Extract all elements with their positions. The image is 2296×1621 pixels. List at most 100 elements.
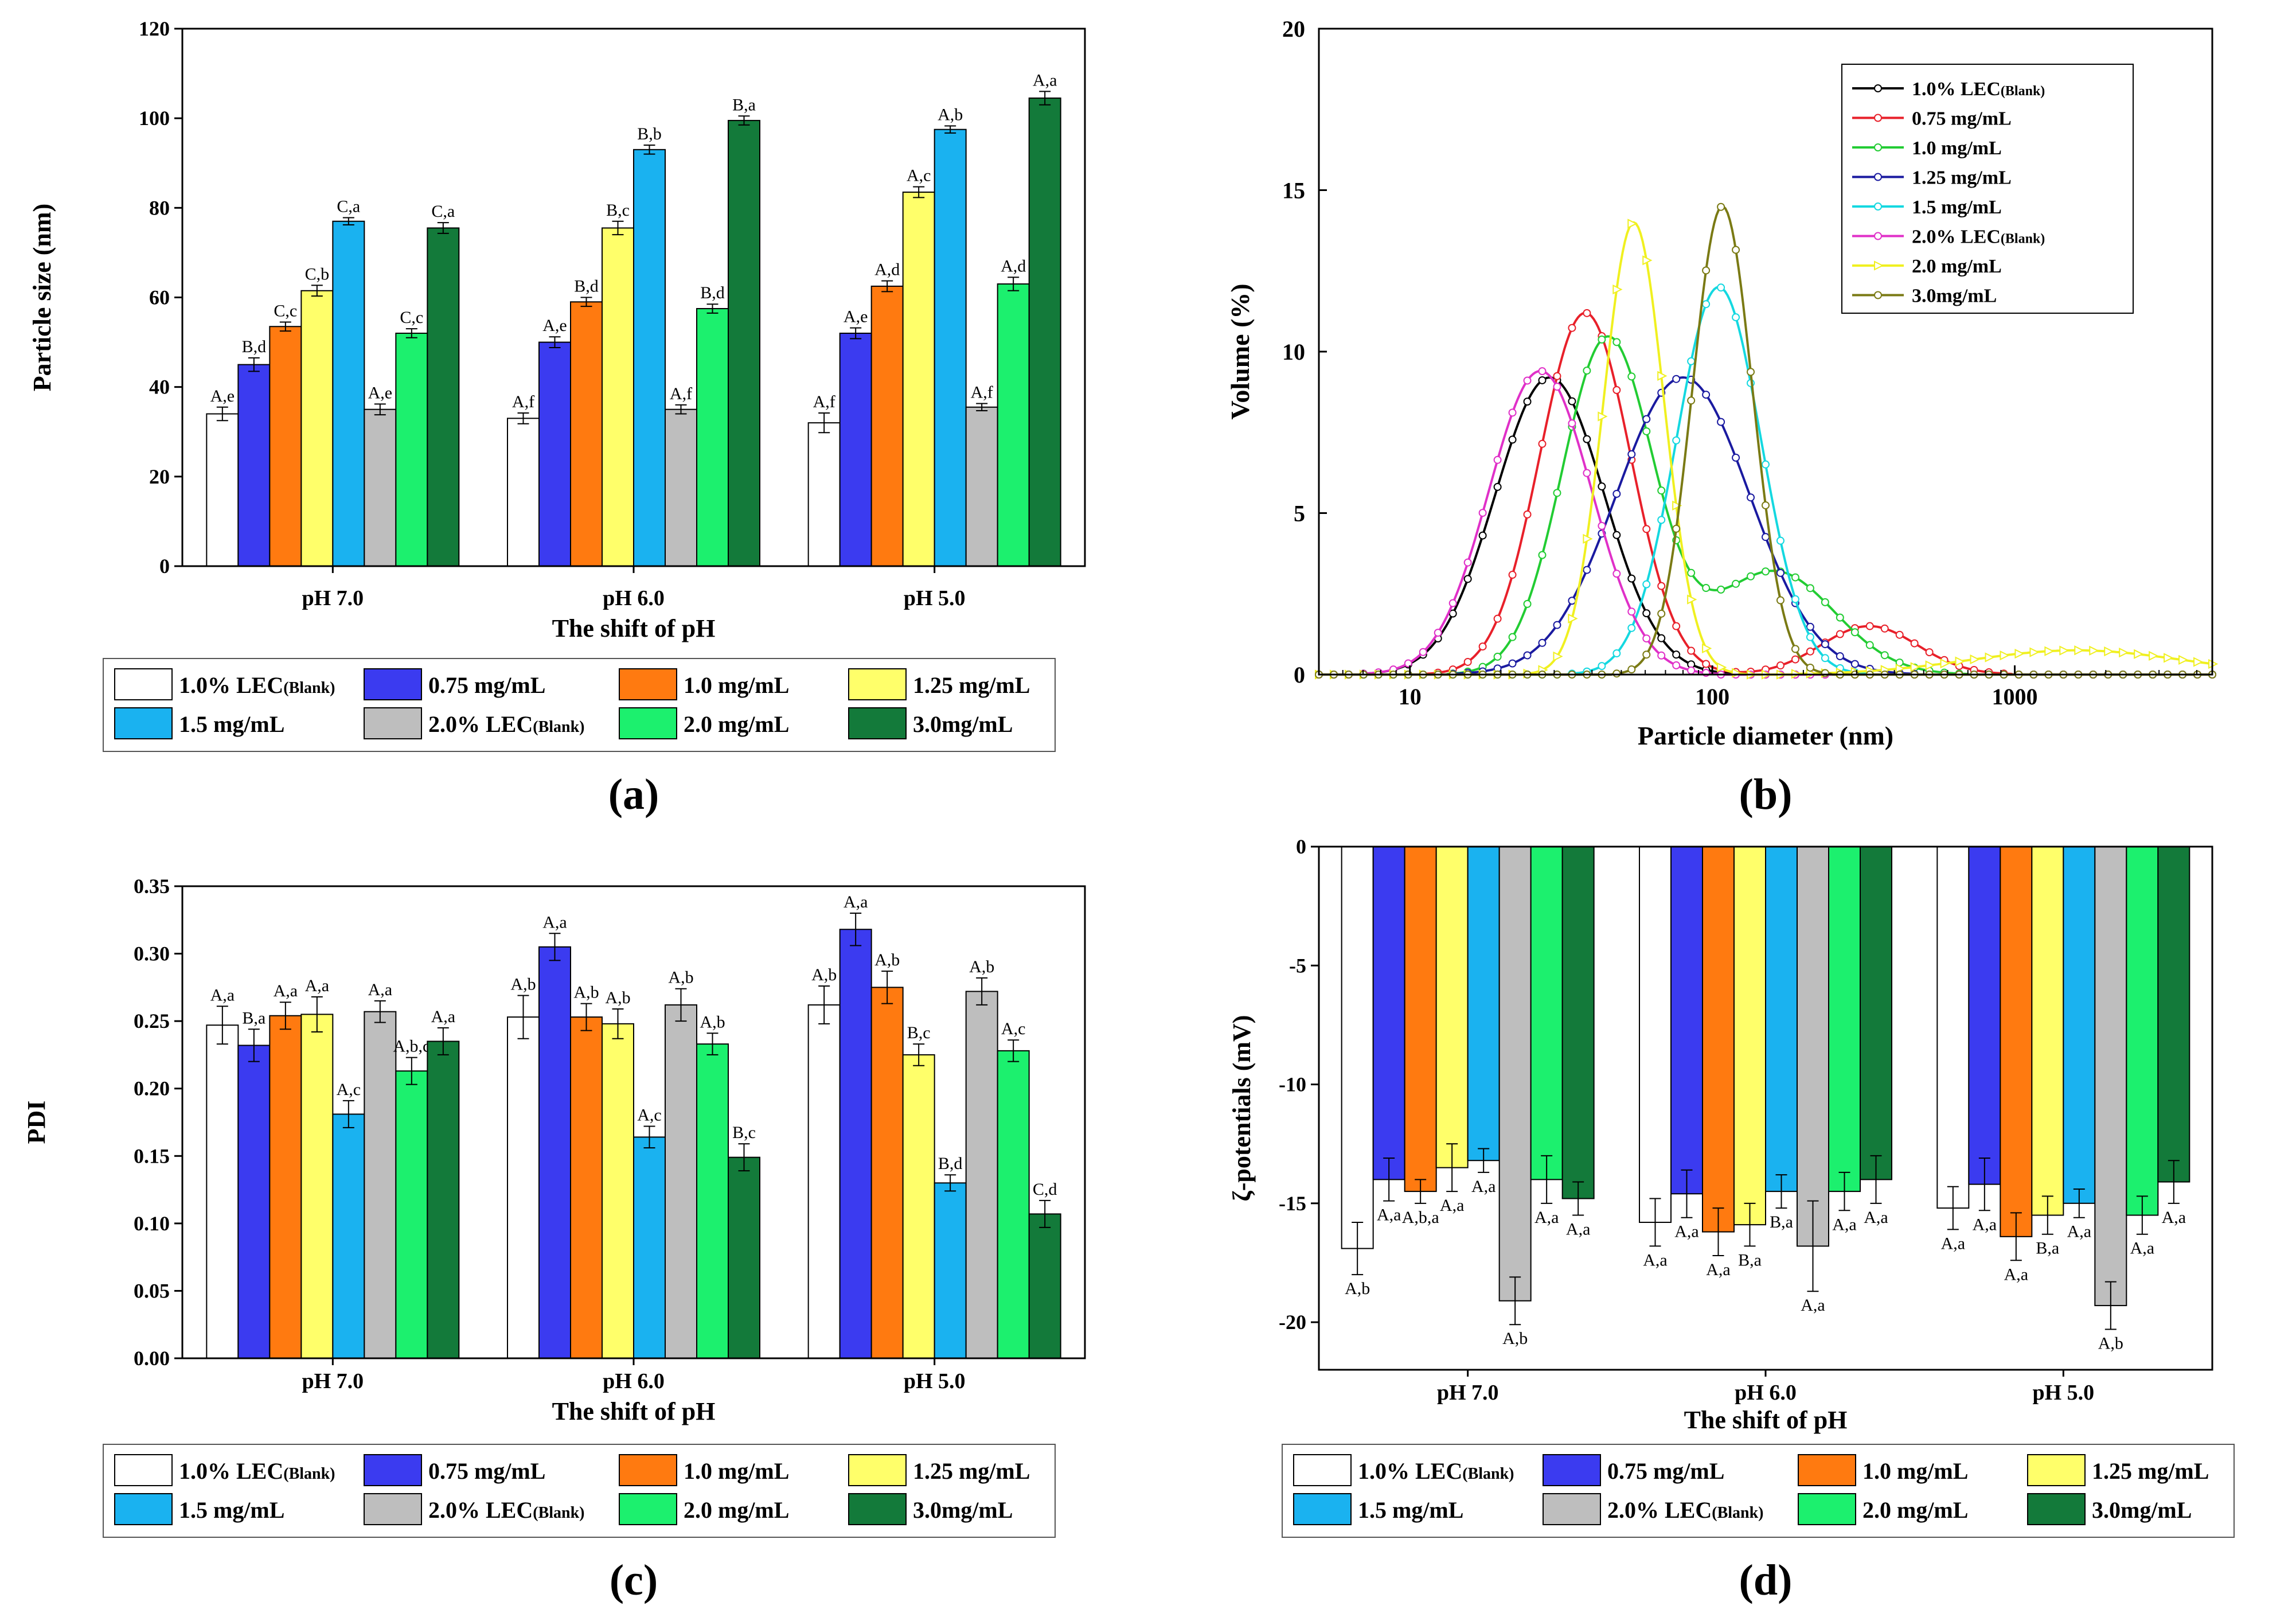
x-tick-label: pH 7.0 — [1437, 1381, 1499, 1405]
data-point — [1627, 665, 1636, 674]
data-label: A,e — [542, 316, 567, 335]
bar — [1530, 846, 1563, 1180]
data-label: A,a — [1832, 1215, 1856, 1234]
data-point — [1568, 613, 1578, 624]
legend-label: 1.0% LEC(Blank) — [179, 1458, 335, 1484]
data-point — [1523, 398, 1532, 406]
data-point — [1732, 313, 1740, 322]
data-point — [1687, 568, 1696, 577]
data-point — [1702, 391, 1711, 399]
data-point — [1583, 469, 1591, 477]
series-5: A,e A,f A,f — [364, 383, 998, 567]
x-tick-label: pH 6.0 — [603, 1369, 665, 1393]
legend-item: 0.75 mg/mL — [1852, 108, 2012, 130]
data-point — [1776, 568, 1785, 577]
data-point — [1538, 376, 1547, 384]
data-point — [1702, 266, 1711, 275]
panel-a: A,e A,f A,f B,d A,e A,e C,c B,d A,d C,b B,c A,c C,a B… — [28, 17, 1086, 819]
legend-marker — [1874, 84, 1882, 92]
series-3: A,a A,b B,c — [300, 976, 935, 1359]
series-1 — [1315, 309, 2216, 679]
data-point — [1791, 595, 1799, 603]
y-tick-label: 0.10 — [134, 1212, 170, 1235]
data-point — [1553, 383, 1561, 391]
bar — [1670, 846, 1703, 1195]
legend-swatch — [364, 707, 422, 739]
bar — [934, 1182, 967, 1359]
legend-label: 1.0 mg/mL — [1912, 138, 2002, 159]
data-point — [1493, 455, 1502, 464]
data-point — [1762, 533, 1770, 541]
data-point — [1538, 439, 1547, 448]
data-point — [1821, 598, 1829, 606]
x-tick-label: pH 7.0 — [302, 586, 364, 610]
data-point — [2119, 648, 2129, 658]
bar — [633, 149, 666, 567]
bar — [570, 301, 603, 567]
legend: 1.0% LEC(Blank)0.75 mg/mL1.0 mg/mL1.25 m… — [1841, 64, 2134, 314]
data-label: A,d — [874, 260, 900, 279]
bar — [965, 991, 998, 1359]
data-point — [1523, 510, 1532, 519]
data-label: A,b — [811, 965, 837, 984]
bar — [507, 418, 540, 567]
data-point — [1702, 660, 1711, 668]
series-4: A,c A,c B,d — [332, 1080, 967, 1359]
data-label: A,a — [2162, 1208, 2186, 1227]
legend-swatch — [114, 707, 173, 739]
data-point — [1463, 657, 1472, 666]
data-point — [1702, 584, 1711, 593]
legend-swatch — [114, 1454, 173, 1486]
data-point — [1523, 599, 1532, 608]
data-point — [1672, 622, 1681, 630]
y-tick-label: -5 — [1289, 954, 1306, 977]
series-7: C,a B,a A,a — [427, 71, 1061, 567]
data-point — [1687, 594, 1697, 605]
data-point — [1836, 613, 1844, 622]
legend-item: 1.0% LEC(Blank) — [1293, 1454, 1514, 1486]
data-point — [1657, 651, 1666, 660]
legend-label: 0.75 mg/mL — [428, 672, 545, 698]
data-point — [1419, 648, 1427, 656]
data-point — [2059, 645, 2069, 656]
data-point — [1672, 524, 1681, 533]
y-tick-label: 100 — [139, 107, 170, 130]
data-point — [1583, 367, 1591, 375]
legend-label: 0.75 mg/mL — [1912, 108, 2012, 130]
data-point — [1717, 585, 1725, 594]
data-point — [1568, 419, 1576, 428]
data-label: A,a — [1706, 1260, 1730, 1279]
data-point — [1612, 338, 1621, 346]
legend-item: 1.5 mg/mL — [114, 707, 284, 739]
data-label: A,a — [1566, 1220, 1590, 1239]
bar — [332, 1113, 365, 1359]
legend-swatch — [848, 668, 907, 700]
bar — [1765, 846, 1798, 1193]
data-point — [2104, 646, 2114, 657]
data-point — [1598, 482, 1606, 491]
x-tick-label: pH 5.0 — [904, 1369, 966, 1393]
data-point — [1508, 408, 1517, 417]
data-label: A,a — [1674, 1222, 1698, 1241]
legend-label-suffix: (Blank) — [2001, 232, 2045, 247]
data-point — [1806, 663, 1814, 672]
legend-marker — [1874, 143, 1882, 151]
data-label: A,a — [368, 980, 392, 999]
x-tick-label: 10 — [1399, 684, 1422, 710]
data-point — [1747, 572, 1755, 580]
bar — [1733, 846, 1766, 1226]
series-3: C,b B,c A,c — [300, 166, 935, 567]
data-label: A,a — [2004, 1265, 2028, 1284]
data-label: A,b — [510, 975, 536, 993]
data-label: A,a — [1440, 1196, 1464, 1215]
data-label: A,c — [337, 1080, 361, 1099]
bar — [332, 220, 365, 567]
data-label: A,a — [1643, 1250, 1667, 1269]
bar — [237, 1045, 271, 1359]
data-point — [1776, 536, 1785, 545]
legend-item: 1.5 mg/mL — [1293, 1493, 1463, 1525]
data-point — [1806, 584, 1814, 593]
data-label: A,a — [1534, 1208, 1559, 1227]
bar — [1702, 846, 1735, 1233]
